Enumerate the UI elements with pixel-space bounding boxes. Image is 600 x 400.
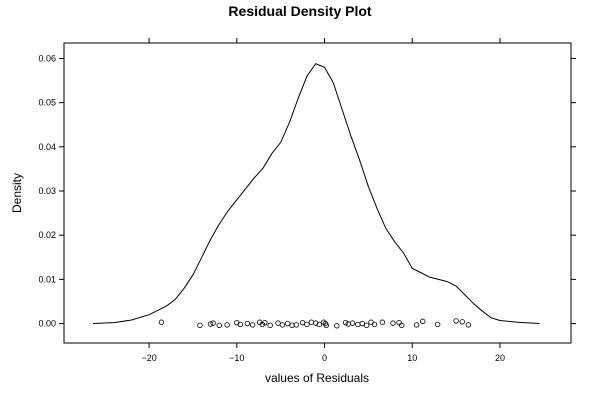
rug-point (262, 319, 268, 326)
rug-point (293, 322, 300, 328)
plot-frame (63, 42, 572, 344)
x-tick-label: 0 (322, 353, 327, 363)
rug-point (396, 319, 402, 326)
rug-point (207, 321, 214, 327)
rug-point (289, 322, 295, 329)
rug-point (237, 321, 244, 328)
rug-point (459, 319, 465, 325)
rug-point (453, 318, 459, 324)
rug-point (363, 322, 370, 329)
x-tick-label: 10 (407, 353, 417, 363)
rug-point (158, 319, 165, 325)
chart-title: Residual Density Plot (228, 3, 371, 19)
rug-point (371, 321, 378, 328)
rug-point (284, 320, 291, 327)
rug-point (299, 319, 306, 326)
y-tick-label: 0.02 (38, 230, 56, 240)
x-tick-label: 20 (495, 353, 505, 363)
rug-point (224, 322, 230, 328)
rug-point (420, 318, 426, 325)
density-curve (92, 63, 540, 325)
rug-point (342, 319, 349, 326)
y-axis-label: Density (10, 173, 24, 213)
rug-point (355, 321, 361, 328)
rug-point (308, 319, 315, 325)
rug-points-layer (158, 318, 472, 329)
rug-point (304, 321, 310, 328)
rug-point (379, 319, 386, 325)
rug-point (323, 322, 329, 329)
y-tick-label: 0.06 (38, 53, 56, 63)
rug-point (434, 321, 441, 328)
rug-point (197, 322, 203, 329)
rug-point (399, 322, 405, 329)
rug-point (275, 320, 281, 326)
rug-point (279, 322, 286, 328)
y-tick-label: 0.00 (38, 319, 56, 329)
density-series-layer (92, 63, 540, 325)
x-axis-label: values of Residuals (265, 371, 369, 385)
y-tick-label: 0.05 (38, 98, 56, 108)
rug-point (316, 321, 322, 328)
rug-point (334, 323, 340, 329)
y-tick-label: 0.03 (38, 186, 56, 196)
x-tick-label: −10 (229, 353, 244, 363)
rug-point (210, 320, 216, 326)
rug-point (413, 322, 420, 328)
y-tick-label: 0.04 (38, 142, 56, 152)
rug-point (313, 320, 319, 326)
rug-point (216, 322, 222, 329)
x-tick-label: −20 (141, 353, 156, 363)
y-tick-label: 0.01 (38, 274, 56, 284)
rug-point (465, 322, 472, 328)
rug-point (390, 320, 396, 326)
rug-point (359, 320, 365, 327)
rug-point (349, 320, 356, 326)
rug-point (249, 322, 256, 328)
rug-point (244, 320, 251, 327)
x-axis-ticks: −20 −10 0 10 20 (141, 38, 505, 363)
rug-point (267, 322, 273, 329)
y-axis-ticks: 0.00 0.01 0.02 0.03 0.04 0.05 0.06 (38, 53, 576, 329)
